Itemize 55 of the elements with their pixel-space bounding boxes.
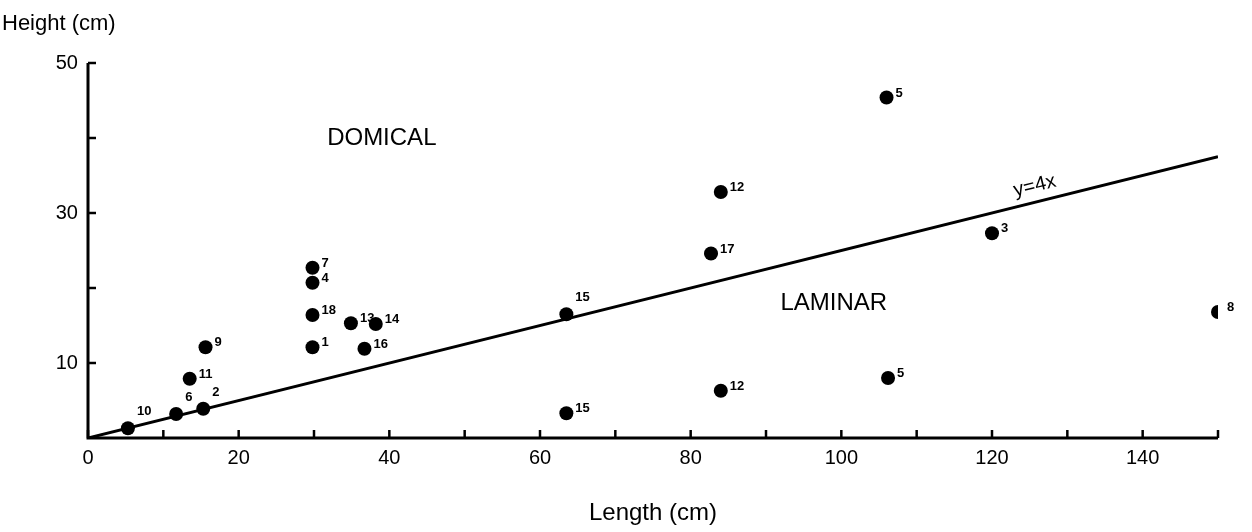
point (305, 275, 320, 290)
point (198, 340, 213, 355)
y-tick-label: 30 (55, 200, 78, 223)
y-tick-label: 50 (55, 50, 78, 73)
annotation: 5 (897, 365, 905, 381)
x-axis-title: Length (cm) (588, 498, 718, 526)
point (559, 307, 574, 322)
annotation: 1 (321, 334, 329, 350)
annotation: LAMINAR (780, 287, 888, 315)
annotation: 17 (720, 240, 735, 256)
annotation: 9 (214, 334, 222, 350)
y-tick-label: 10 (55, 350, 78, 373)
text: y=4x (1011, 168, 1058, 201)
point (305, 340, 320, 355)
annotation: 11 (198, 365, 213, 381)
annotation: 5 (895, 84, 903, 100)
point (343, 316, 358, 331)
x-tick-label: 20 (227, 445, 250, 468)
x-tick-label: 80 (679, 445, 702, 468)
annotation: 2 (212, 383, 220, 399)
annotation: 12 (729, 179, 745, 195)
x-tick-label: 60 (528, 445, 552, 468)
x-tick-label: 0 (82, 445, 94, 468)
x-tick-label: 140 (1125, 445, 1160, 468)
x-tick-label: 100 (824, 445, 859, 468)
point (559, 406, 574, 421)
point (182, 371, 197, 386)
annotation: 16 (373, 335, 388, 351)
point (357, 341, 372, 356)
point (169, 407, 184, 421)
y-axis-title: Height (cm) (2, 10, 116, 36)
point (305, 308, 320, 322)
annotation: 7 (321, 254, 329, 270)
point (704, 246, 719, 261)
point (305, 260, 320, 275)
point (196, 401, 211, 416)
annotation: DOMICAL (327, 122, 437, 150)
annotation: 18 (321, 302, 336, 318)
point (120, 421, 135, 436)
annotation: 10 (136, 403, 152, 419)
point (881, 371, 896, 385)
point (985, 226, 999, 241)
point (713, 185, 728, 199)
point (879, 90, 894, 105)
annotation: 6 (185, 389, 193, 405)
annotation: 12 (729, 377, 745, 393)
annotation: 8 (1227, 299, 1235, 315)
x-tick-label: 40 (378, 445, 401, 468)
annotation: 15 (575, 289, 590, 305)
point (713, 383, 728, 398)
annotation: 4 (321, 269, 330, 285)
annotation: 14 (384, 311, 400, 327)
x-tick-label: 120 (975, 445, 1009, 468)
annotation: 3 (1001, 220, 1009, 236)
annotation: 15 (575, 400, 590, 416)
